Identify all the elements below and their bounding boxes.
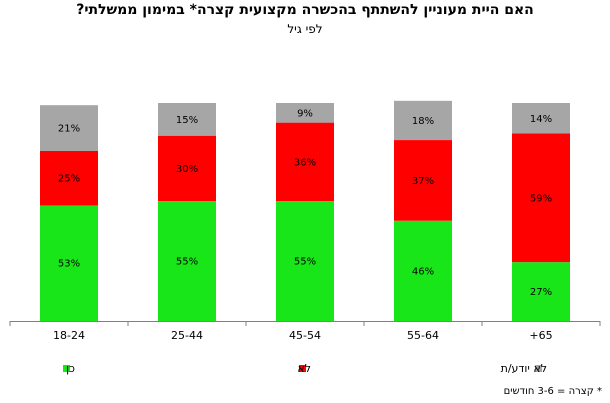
data-label: 53% xyxy=(58,259,80,270)
data-label: 30% xyxy=(176,164,198,175)
x-tick-label: 45-54 xyxy=(289,329,321,342)
x-tick-label: 55-64 xyxy=(407,329,439,342)
data-label: 18% xyxy=(412,116,434,127)
bar-segment-yes xyxy=(394,220,452,321)
footnote: * קצרה = 3-6 חודשים xyxy=(503,386,602,397)
chart-subtitle: לפי גיל xyxy=(287,22,323,36)
legend-swatch xyxy=(535,365,542,372)
bar-segment-dont-know xyxy=(512,103,570,134)
bar-segment-no xyxy=(512,133,570,263)
bar-segment-dont-know xyxy=(276,103,334,123)
bar-segment-no xyxy=(276,122,334,202)
bar-segment-yes xyxy=(158,201,216,321)
data-label: 55% xyxy=(294,257,316,268)
legend-label: לא יודע/ת xyxy=(501,362,547,375)
data-label: 25% xyxy=(58,174,80,185)
chart-title: האם היית מעוניין להשתתף בהכשרה מקצועית ק… xyxy=(76,2,534,18)
data-label: 21% xyxy=(58,124,80,135)
x-tick-label: 25-44 xyxy=(171,329,203,342)
data-label: 27% xyxy=(530,287,552,298)
bar-segment-dont-know xyxy=(158,103,216,136)
bar-segment-no xyxy=(158,135,216,202)
data-label: 9% xyxy=(297,108,313,119)
legend-label: כן xyxy=(66,362,75,375)
x-tick-label: 18-24 xyxy=(53,329,85,342)
data-label: 55% xyxy=(176,257,198,268)
bar-segment-no xyxy=(40,150,98,206)
data-label: 37% xyxy=(412,176,434,187)
bar-segment-dont-know xyxy=(394,100,452,141)
data-label: 46% xyxy=(412,266,434,277)
legend-swatch xyxy=(63,365,70,372)
bar-segment-yes xyxy=(40,205,98,321)
bar-segment-dont-know xyxy=(40,105,98,151)
data-label: 15% xyxy=(176,115,198,126)
data-label: 36% xyxy=(294,157,316,168)
x-tick-label: +65 xyxy=(529,329,552,342)
legend-label: לא xyxy=(297,362,311,375)
legend-swatch xyxy=(299,365,306,372)
data-label: 14% xyxy=(530,114,552,125)
bar-segment-no xyxy=(394,140,452,221)
bar-segment-yes xyxy=(276,201,334,321)
bar-segment-yes xyxy=(512,262,570,321)
data-label: 59% xyxy=(530,193,552,204)
